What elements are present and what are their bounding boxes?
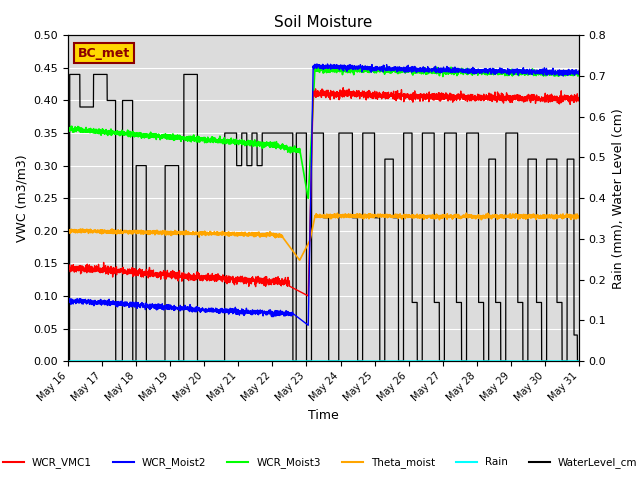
Rain (510, 358, 518, 364)
Theta_moist (64, 227, 72, 233)
WCR_Moist2 (64, 300, 72, 306)
Theta_moist (122, 228, 130, 233)
WCR_Moist3 (575, 70, 583, 76)
WaterLevel_cm (64, 358, 72, 364)
Line: WCR_VMC1: WCR_VMC1 (68, 88, 579, 296)
Y-axis label: VWC (m3/m3): VWC (m3/m3) (15, 155, 28, 242)
WCR_VMC1 (260, 280, 268, 286)
Rain (64, 358, 72, 364)
WaterLevel_cm (66, 72, 74, 77)
Theta_moist (463, 210, 470, 216)
WCR_Moist2 (510, 69, 518, 74)
Theta_moist (575, 215, 583, 220)
Title: Soil Moisture: Soil Moisture (275, 15, 372, 30)
WCR_VMC1 (122, 268, 130, 274)
WCR_VMC1 (565, 95, 573, 100)
WaterLevel_cm (575, 358, 583, 364)
WCR_VMC1 (510, 92, 518, 98)
Line: WCR_Moist2: WCR_Moist2 (68, 64, 579, 325)
WCR_Moist2 (122, 303, 130, 309)
Legend: WCR_VMC1, WCR_Moist2, WCR_Moist3, Theta_moist, Rain, WaterLevel_cm: WCR_VMC1, WCR_Moist2, WCR_Moist3, Theta_… (0, 453, 640, 472)
WaterLevel_cm (123, 97, 131, 103)
WaterLevel_cm (153, 358, 161, 364)
Rain (260, 358, 268, 364)
WCR_VMC1 (153, 275, 161, 280)
X-axis label: Time: Time (308, 409, 339, 422)
WCR_Moist2 (575, 71, 583, 77)
Theta_moist (510, 213, 518, 218)
WCR_VMC1 (575, 96, 583, 102)
WCR_Moist3 (64, 128, 72, 133)
WCR_Moist3 (282, 146, 290, 152)
Rain (282, 358, 290, 364)
Rain (565, 358, 573, 364)
WCR_Moist3 (122, 131, 130, 137)
Line: Theta_moist: Theta_moist (68, 213, 579, 260)
WCR_Moist2 (153, 303, 161, 309)
Rain (122, 358, 130, 364)
Theta_moist (153, 228, 161, 234)
WCR_Moist3 (565, 71, 573, 77)
WCR_VMC1 (282, 279, 290, 285)
Theta_moist (282, 239, 290, 245)
WaterLevel_cm (510, 130, 518, 136)
WCR_VMC1 (64, 264, 72, 270)
WaterLevel_cm (282, 130, 290, 136)
Theta_moist (565, 213, 573, 218)
WCR_Moist2 (565, 70, 573, 75)
WCR_Moist2 (304, 323, 312, 328)
WCR_Moist2 (282, 308, 290, 313)
WCR_Moist3 (341, 63, 349, 69)
Y-axis label: Rain (mm), Water Level (cm): Rain (mm), Water Level (cm) (612, 108, 625, 288)
WaterLevel_cm (260, 130, 268, 136)
Theta_moist (260, 232, 268, 238)
WCR_Moist3 (304, 195, 312, 201)
WCR_VMC1 (339, 85, 347, 91)
WCR_Moist2 (260, 310, 268, 315)
Line: WCR_Moist3: WCR_Moist3 (68, 66, 579, 198)
Line: WaterLevel_cm: WaterLevel_cm (68, 74, 579, 361)
WCR_VMC1 (304, 293, 312, 299)
WCR_Moist2 (313, 61, 321, 67)
Rain (153, 358, 161, 364)
Theta_moist (296, 257, 303, 263)
Rain (575, 358, 583, 364)
Text: BC_met: BC_met (78, 47, 131, 60)
WCR_Moist3 (153, 133, 161, 139)
WCR_Moist3 (260, 140, 268, 146)
WCR_Moist3 (510, 68, 518, 73)
WaterLevel_cm (565, 156, 573, 162)
